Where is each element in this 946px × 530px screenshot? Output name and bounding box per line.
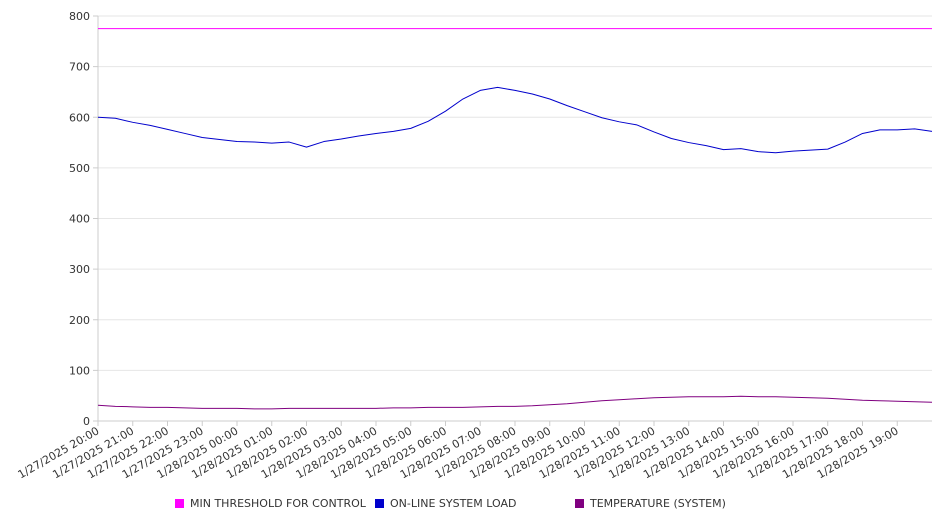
legend-item-online-system-load: ON-LINE SYSTEM LOAD bbox=[375, 497, 516, 510]
legend-swatch-purple bbox=[575, 499, 584, 508]
legend-swatch-magenta bbox=[175, 499, 184, 508]
y-tick-label: 0 bbox=[83, 415, 90, 428]
y-tick-label: 300 bbox=[69, 263, 90, 276]
y-tick-label: 800 bbox=[69, 10, 90, 23]
y-tick-label: 600 bbox=[69, 111, 90, 124]
legend-label: TEMPERATURE (SYSTEM) bbox=[590, 497, 726, 510]
y-tick-label: 200 bbox=[69, 314, 90, 327]
series-line-temperature-system bbox=[97, 395, 933, 410]
gridlines bbox=[98, 15, 932, 422]
series-line-on-line-system-load bbox=[97, 86, 933, 154]
y-tick-label: 100 bbox=[69, 364, 90, 377]
legend-label: ON-LINE SYSTEM LOAD bbox=[390, 497, 517, 510]
legend-item-min-threshold: MIN THRESHOLD FOR CONTROL bbox=[175, 497, 366, 510]
legend-label: MIN THRESHOLD FOR CONTROL bbox=[190, 497, 366, 510]
legend-swatch-blue bbox=[375, 499, 384, 508]
series-lines bbox=[97, 28, 933, 410]
legend: MIN THRESHOLD FOR CONTROL ON-LINE SYSTEM… bbox=[0, 497, 946, 515]
legend-item-temperature: TEMPERATURE (SYSTEM) bbox=[575, 497, 726, 510]
y-tick-label: 500 bbox=[69, 162, 90, 175]
y-tick-label: 700 bbox=[69, 61, 90, 74]
y-tick-label: 400 bbox=[69, 213, 90, 226]
